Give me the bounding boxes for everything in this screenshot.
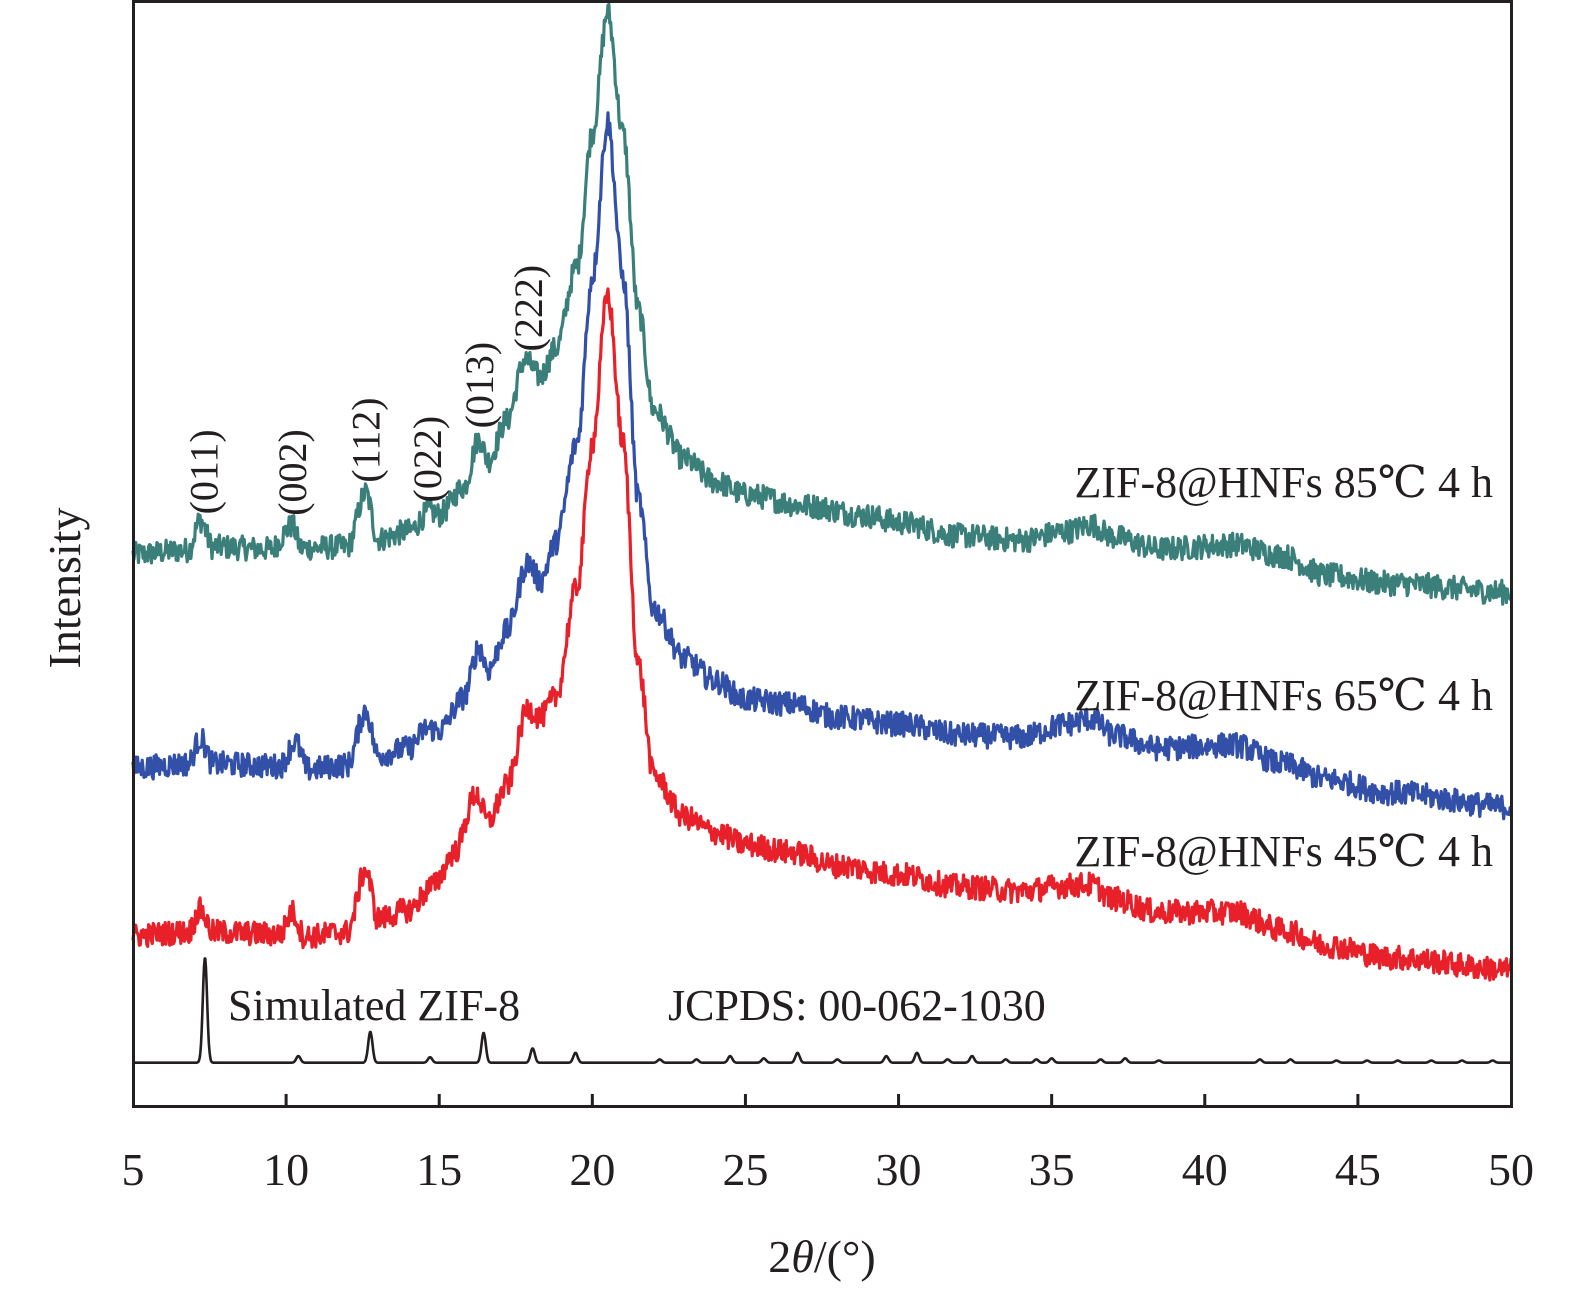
x-tick-label: 20	[569, 1144, 615, 1195]
x-axis-label: 2θ/(°)	[768, 1231, 875, 1282]
hkl-label: (022)	[405, 416, 450, 503]
series-trace-2	[131, 287, 1513, 982]
x-ticks	[284, 1094, 1360, 1107]
simulated-zif8-trace	[132, 957, 1512, 1064]
jcpds-label: JCPDS: 00-062-1030	[668, 981, 1046, 1030]
x-tick-label: 50	[1488, 1144, 1534, 1195]
hkl-label: (011)	[181, 429, 226, 514]
x-tick-label: 15	[416, 1144, 462, 1195]
hkl-label: (002)	[270, 429, 315, 516]
series-label-85c: ZIF-8@HNFs 85℃ 4 h	[1074, 458, 1493, 507]
hkl-label: (112)	[344, 397, 389, 482]
reference-label: Simulated ZIF-8	[228, 981, 520, 1030]
x-tick-label: 35	[1029, 1144, 1075, 1195]
series-trace-1	[131, 111, 1513, 821]
series-trace-0	[131, 2, 1513, 606]
x-tick-label: 5	[122, 1144, 145, 1195]
hkl-label: (222)	[506, 265, 551, 352]
plot-frame	[132, 0, 1513, 1108]
x-tick-labels: 5 10 15 20 25 30 35 40 45 50	[122, 1144, 1535, 1195]
x-tick-label: 45	[1335, 1144, 1381, 1195]
x-tick-label: 40	[1182, 1144, 1228, 1195]
traces-layer	[131, 2, 1513, 1064]
hkl-label: (013)	[457, 342, 502, 429]
series-label-45c: ZIF-8@HNFs 45℃ 4 h	[1074, 827, 1493, 876]
hkl-labels: (011) (002) (112) (022)(013)(222)	[181, 265, 551, 516]
x-tick-label: 10	[263, 1144, 309, 1195]
x-tick-label: 25	[722, 1144, 768, 1195]
y-axis-label: Intensity	[39, 508, 90, 669]
x-tick-label: 30	[876, 1144, 922, 1195]
series-label-65c: ZIF-8@HNFs 65℃ 4 h	[1074, 671, 1493, 720]
